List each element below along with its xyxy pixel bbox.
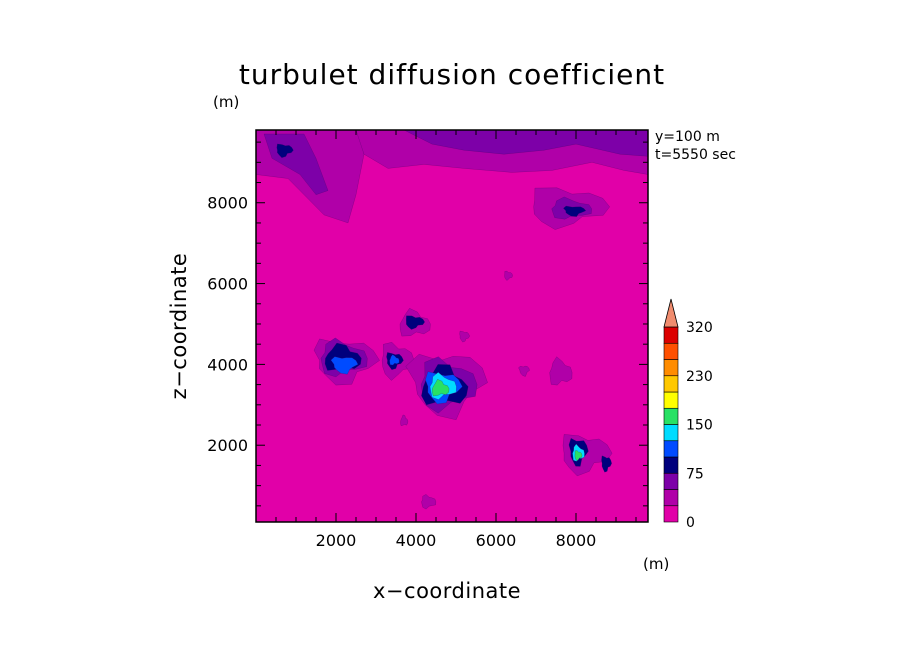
y-unit-label: (m) <box>213 93 240 111</box>
x-tick-label: 6000 <box>476 531 517 550</box>
contour-field <box>256 130 648 522</box>
contour-lower-mid-level-1 <box>421 494 437 510</box>
colorbar-swatch <box>663 440 679 458</box>
colorbar-tick-label: 0 <box>686 515 695 531</box>
x-tick-label: 8000 <box>556 531 597 550</box>
colorbar-swatch <box>663 359 679 377</box>
contour-far-right-core <box>601 455 612 473</box>
plot-frame <box>255 129 649 523</box>
colorbar-swatch <box>663 489 679 507</box>
x-axis-ticks: 2000 4000 6000 8000 <box>275 130 637 550</box>
contour-right-small-level-1 <box>549 356 573 386</box>
contour-left-cluster-core <box>330 356 359 375</box>
colorbar-swatch <box>663 456 679 474</box>
contour-lower-right-core <box>574 450 583 462</box>
contour-small-patch-2 <box>400 414 409 427</box>
colorbar: 0 75 150 230 320 <box>663 298 713 531</box>
contour-upper-mid-core <box>405 315 425 330</box>
contour-upper-left-core <box>276 143 294 158</box>
contour-upper-band-level-2 <box>403 130 648 157</box>
colorbar-swatch <box>663 472 679 490</box>
info-time: t=5550 sec <box>655 147 736 163</box>
y-tick-label: 8000 <box>207 194 248 213</box>
contour-small-patch-1 <box>518 365 530 377</box>
contour-center-core <box>431 379 450 397</box>
x-tick-label: 2000 <box>316 531 357 550</box>
colorbar-swatch <box>663 424 679 442</box>
colorbar-swatch <box>663 505 679 523</box>
colorbar-swatch <box>663 391 679 409</box>
info-y-position: y=100 m <box>655 129 720 145</box>
colorbar-swatch <box>663 375 679 393</box>
chart-title: turbulet diffusion coefficient <box>238 58 666 91</box>
contour-mid-left-core <box>389 354 400 366</box>
y-tick-label: 6000 <box>207 275 248 294</box>
x-unit-label: (m) <box>643 555 670 573</box>
x-axis-label: x−coordinate <box>373 579 522 603</box>
y-axis-label: z−coordinate <box>167 252 191 400</box>
colorbar-swatch <box>663 407 679 425</box>
colorbar-tick-label: 75 <box>686 466 704 482</box>
colorbar-extend-arrow <box>663 298 679 328</box>
contour-right-upper-core <box>563 205 587 217</box>
colorbar-tick-label: 230 <box>686 369 713 385</box>
contour-small-patch-3 <box>504 270 513 281</box>
contour-small-patch-4 <box>459 330 470 343</box>
y-tick-label: 4000 <box>207 355 248 374</box>
colorbar-tick-label: 320 <box>686 320 713 336</box>
colorbar-swatch <box>663 326 679 344</box>
x-tick-label: 4000 <box>396 531 437 550</box>
y-tick-label: 2000 <box>207 436 248 455</box>
y-axis-ticks: 2000 4000 6000 8000 <box>207 141 648 507</box>
colorbar-tick-label: 150 <box>686 418 713 434</box>
colorbar-swatch <box>663 342 679 360</box>
